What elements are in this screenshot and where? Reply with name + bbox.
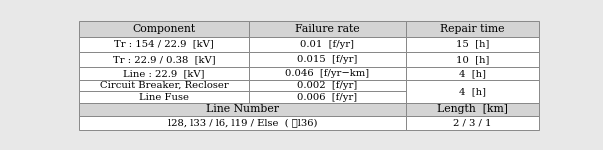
Bar	[406, 116, 539, 130]
Text: 0.046  [f/yr−km]: 0.046 [f/yr−km]	[285, 69, 370, 78]
Bar	[79, 52, 249, 67]
Bar	[406, 103, 539, 116]
Bar	[406, 37, 539, 52]
Text: 0.002  [f/yr]: 0.002 [f/yr]	[297, 81, 358, 90]
Bar	[79, 91, 249, 103]
Bar	[249, 80, 406, 91]
Bar	[249, 52, 406, 67]
Text: Tr : 22.9 / 0.38  [kV]: Tr : 22.9 / 0.38 [kV]	[113, 55, 215, 64]
Bar	[79, 103, 406, 116]
Bar	[79, 37, 249, 52]
Bar	[406, 21, 539, 37]
Bar	[249, 37, 406, 52]
Text: 15  [h]: 15 [h]	[456, 40, 489, 49]
Text: 4  [h]: 4 [h]	[459, 69, 486, 78]
Text: Line Number: Line Number	[206, 104, 279, 114]
Text: 0.01  [f/yr]: 0.01 [f/yr]	[300, 40, 355, 49]
Text: Component: Component	[133, 24, 196, 34]
Bar	[406, 67, 539, 80]
Text: l28, l33 / l6, l19 / Else  ( ∾l36): l28, l33 / l6, l19 / Else ( ∾l36)	[168, 118, 317, 127]
Text: 10  [h]: 10 [h]	[456, 55, 489, 64]
Bar	[79, 21, 249, 37]
Text: Line : 22.9  [kV]: Line : 22.9 [kV]	[124, 69, 205, 78]
Text: 2 / 3 / 1: 2 / 3 / 1	[453, 118, 491, 127]
Bar	[249, 91, 406, 103]
Text: 0.015  [f/yr]: 0.015 [f/yr]	[297, 55, 358, 64]
Bar	[406, 80, 539, 103]
Text: Failure rate: Failure rate	[295, 24, 360, 34]
Text: 0.006  [f/yr]: 0.006 [f/yr]	[297, 93, 358, 102]
Text: 4  [h]: 4 [h]	[459, 87, 486, 96]
Bar	[79, 116, 406, 130]
Text: Line Fuse: Line Fuse	[139, 93, 189, 102]
Bar	[249, 67, 406, 80]
Bar	[79, 67, 249, 80]
Bar	[406, 52, 539, 67]
Text: Circuit Breaker, Recloser: Circuit Breaker, Recloser	[100, 81, 229, 90]
Text: Repair time: Repair time	[440, 24, 505, 34]
Text: Length  [km]: Length [km]	[437, 104, 508, 114]
Bar	[249, 21, 406, 37]
Text: Tr : 154 / 22.9  [kV]: Tr : 154 / 22.9 [kV]	[115, 40, 214, 49]
Bar	[79, 80, 249, 91]
